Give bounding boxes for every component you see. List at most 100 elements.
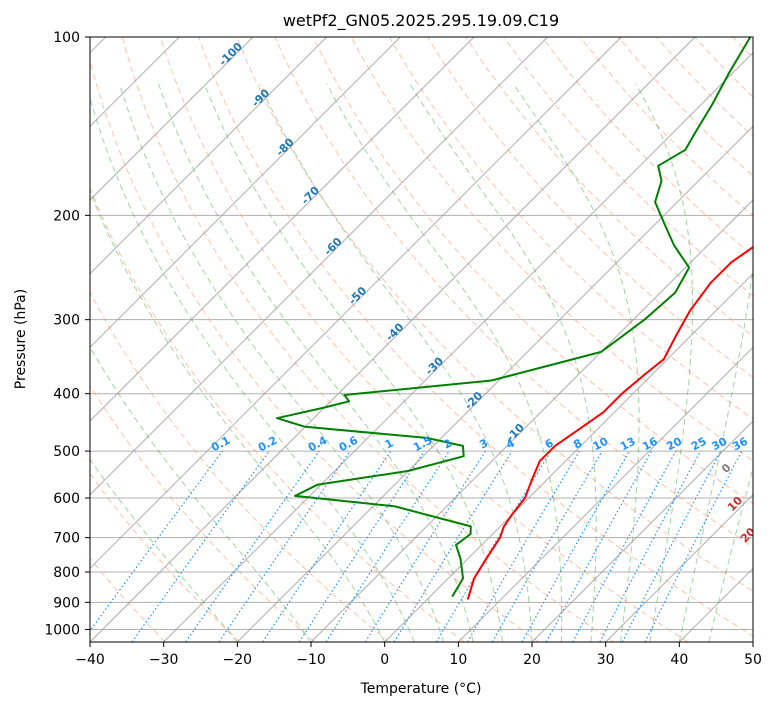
mixing-ratio-line xyxy=(644,450,743,642)
moist-adiabat xyxy=(259,83,533,642)
line-labels: 0.1 0.2 0.4 0.6 1 1.5 2 3 4 6 8 10 13 16 20 25 30 36-100-… xyxy=(209,40,775,601)
y-tick-label: 900 xyxy=(53,595,80,611)
mixing-ratio-line xyxy=(572,450,677,642)
x-tick-label: 50 xyxy=(744,652,762,668)
isotherm-label: -80 xyxy=(273,135,296,158)
mixing-ratio-label: 16 xyxy=(640,435,660,454)
chart-title: wetPf2_GN05.2025.295.19.09.C19 xyxy=(283,11,559,31)
mixing-ratio-line xyxy=(298,450,425,642)
isotherm-line xyxy=(90,37,401,349)
y-axis-label: Pressure (hPa) xyxy=(13,289,29,389)
isotherm-label: -50 xyxy=(346,284,369,307)
moist-adiabat xyxy=(326,83,563,642)
isotherm-line xyxy=(752,641,753,642)
moist-adiabat xyxy=(708,465,753,642)
moist-adiabat xyxy=(90,346,312,642)
dry-adiabat xyxy=(90,186,465,642)
wet-bulb-label: 0 xyxy=(719,461,734,476)
x-axis-label: Temperature (°C) xyxy=(360,681,482,697)
mixing-ratio-line xyxy=(325,450,450,642)
y-tick-label: 400 xyxy=(53,387,80,403)
isotherm-label: -100 xyxy=(216,40,245,69)
x-tick-label: 20 xyxy=(523,652,541,668)
mixing-ratio-line xyxy=(90,450,223,632)
isotherm-line xyxy=(90,37,622,570)
x-tick-label: 30 xyxy=(597,652,615,668)
dry-adiabat xyxy=(159,37,689,642)
mixing-ratio-label: 25 xyxy=(689,435,709,454)
dry-adiabat xyxy=(350,37,753,462)
isotherm-label: -70 xyxy=(299,184,322,207)
moist-adiabat xyxy=(119,83,445,642)
dry-adiabat xyxy=(771,37,775,642)
isotherm-line xyxy=(90,37,696,642)
y-tick-label: 200 xyxy=(53,208,80,224)
isotherm-line xyxy=(90,37,254,201)
isotherm-label: -60 xyxy=(321,235,344,258)
isotherm-line xyxy=(457,346,753,642)
y-tick-label: 500 xyxy=(53,444,80,460)
isotherm-line xyxy=(678,567,753,642)
mixing-ratio-line xyxy=(131,450,270,642)
mixing-ratio-label: 13 xyxy=(618,435,638,454)
x-axis: −40 −30 −20 −10 0 10 20 30 40 50 xyxy=(75,642,762,668)
isotherm-label: -30 xyxy=(423,354,446,377)
dry-adiabat xyxy=(121,37,614,642)
plot-area: 0.1 0.2 0.4 0.6 1 1.5 2 3 4 6 8 10 13 16 20 25 30 36-100-… xyxy=(90,37,775,642)
mixing-ratio-line xyxy=(262,450,392,642)
mixing-ratio-line xyxy=(364,450,486,642)
x-tick-label: −40 xyxy=(75,652,105,668)
mixing-ratio-label: 20 xyxy=(664,434,684,453)
isotherms xyxy=(90,37,753,642)
dry-adiabat xyxy=(90,291,390,642)
pressure-gridlines xyxy=(90,37,753,630)
isotherm-line xyxy=(90,37,549,496)
mixing-ratio-label: 36 xyxy=(730,435,750,454)
mixing-ratio-line xyxy=(599,450,702,642)
isotherm-line xyxy=(236,125,753,642)
wet-bulb-label: 20 xyxy=(738,525,758,545)
mixing-ratio-label: 6 xyxy=(543,436,556,451)
moist-adiabat xyxy=(635,83,693,642)
y-tick-label: 1000 xyxy=(44,622,80,638)
isotherm-line xyxy=(531,420,753,642)
x-tick-label: 40 xyxy=(670,652,688,668)
wet-bulb-label: 30 xyxy=(751,553,771,573)
isotherm-line xyxy=(90,37,328,275)
temperature-trace xyxy=(466,245,753,600)
y-tick-label: 700 xyxy=(53,531,80,547)
dry-adiabat xyxy=(388,37,753,420)
isotherm-line xyxy=(605,493,753,642)
dry-adiabat xyxy=(236,37,753,592)
x-tick-label: −30 xyxy=(149,652,179,668)
mixing-ratio-line xyxy=(393,450,513,642)
y-tick-label: 600 xyxy=(53,491,80,507)
y-axis: 100 200 300 400 500 600 700 800 900 1000 xyxy=(44,30,90,638)
y-tick-label: 300 xyxy=(53,313,80,329)
mixing-ratio-label: 1 xyxy=(383,436,396,451)
x-tick-label: −20 xyxy=(223,652,253,668)
moist-adiabat xyxy=(409,83,597,642)
x-tick-label: 0 xyxy=(380,652,389,668)
mixing-ratio-label: 30 xyxy=(710,435,730,454)
moist-adiabat xyxy=(90,458,238,642)
dry-adiabat xyxy=(90,59,540,642)
dry-adiabat xyxy=(90,384,316,642)
dry-adiabat xyxy=(90,472,241,642)
dry-adiabat xyxy=(503,37,753,297)
moist-adiabat xyxy=(512,83,640,642)
isotherm-line xyxy=(310,199,753,642)
mixing-ratio-line xyxy=(521,450,631,642)
dry-adiabat xyxy=(465,37,753,338)
dry-adiabat xyxy=(694,37,753,98)
isotherm-label: -40 xyxy=(383,320,406,343)
x-tick-label: 10 xyxy=(449,652,467,668)
dewpoint-trace xyxy=(276,37,752,598)
dry-adiabat xyxy=(426,37,753,378)
mixing-ratio-line xyxy=(545,450,653,642)
wet-bulb-label: 40 xyxy=(763,581,775,601)
x-tick-label: −10 xyxy=(296,652,326,668)
isotherm-label: -20 xyxy=(462,389,485,412)
mixing-ratio-lines xyxy=(90,450,743,642)
